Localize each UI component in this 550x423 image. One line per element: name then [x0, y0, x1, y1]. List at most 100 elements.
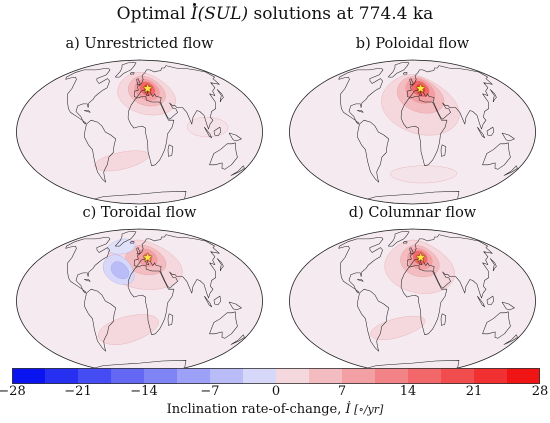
colorbar-label-symbol: İ	[345, 402, 351, 417]
coastline	[486, 295, 495, 306]
coastline	[84, 288, 116, 352]
contour-region	[94, 150, 150, 172]
globe-background	[16, 229, 263, 373]
coastline	[367, 360, 460, 369]
coastline	[84, 279, 91, 282]
coastline	[114, 231, 137, 247]
colorbar-band	[375, 368, 409, 384]
panel-title: c) Toroidal flow	[82, 205, 197, 221]
coastline	[402, 241, 408, 244]
coastline	[133, 234, 220, 299]
coastline	[136, 78, 141, 86]
coastline	[409, 78, 414, 86]
coastline	[65, 237, 111, 294]
colorbar-band	[144, 368, 178, 384]
coastline	[503, 334, 518, 345]
coastline	[204, 126, 212, 139]
coastline	[501, 301, 515, 311]
coastline	[167, 144, 174, 157]
site-star-icon	[142, 251, 154, 263]
coastline	[84, 119, 116, 183]
colorbar-band	[408, 368, 442, 384]
coastline	[387, 231, 410, 247]
coastline	[230, 334, 245, 345]
coastline	[482, 311, 511, 339]
coastline	[357, 279, 364, 282]
coastline	[94, 191, 187, 200]
colorbar-tick: −28	[0, 384, 26, 399]
coastline	[129, 241, 135, 244]
colorbar-tick: 0	[271, 384, 281, 399]
coastline	[367, 191, 460, 200]
title-symbol: I	[190, 3, 198, 24]
colorbar-band	[474, 368, 508, 384]
colorbar-tick: −14	[130, 384, 158, 399]
coastline	[136, 247, 141, 255]
globe-background	[289, 229, 536, 373]
colorbar-tick: 21	[465, 384, 483, 399]
contour-region	[110, 261, 130, 279]
colorbar-tick: 14	[399, 384, 417, 399]
coastline	[216, 258, 224, 272]
coastline	[387, 62, 410, 78]
colorbar-band	[210, 368, 244, 384]
colorbar-tick: −21	[64, 384, 92, 399]
coastline	[228, 132, 242, 142]
colorbar-band	[45, 368, 79, 384]
coastline	[406, 234, 493, 299]
contour-region	[107, 238, 136, 255]
coastline	[402, 72, 408, 75]
coastline	[357, 110, 364, 113]
panel-unrestricted: a) Unrestricted flow	[12, 36, 267, 211]
map-toroidal	[16, 228, 263, 374]
coastline	[440, 144, 447, 157]
coastline	[228, 301, 242, 311]
coastline	[477, 295, 485, 308]
map-columnar	[289, 228, 536, 374]
coastline	[133, 65, 220, 130]
colorbar-band	[276, 368, 310, 384]
map-poloidal	[289, 59, 536, 205]
colorbar-frame	[12, 368, 540, 384]
colorbar-band	[12, 368, 46, 384]
site-star-icon	[415, 251, 427, 263]
coastline	[204, 295, 212, 308]
coastline	[167, 313, 174, 326]
coastline	[482, 142, 511, 170]
colorbar-band	[507, 368, 540, 384]
colorbar-band	[441, 368, 475, 384]
coastline	[213, 126, 222, 137]
coastline	[209, 142, 238, 170]
coastline	[357, 119, 389, 183]
coastline	[409, 247, 414, 255]
colorbar-band	[309, 368, 343, 384]
colorbar-band	[177, 368, 211, 384]
coastline	[127, 96, 175, 166]
coastline	[489, 258, 497, 272]
coastline	[230, 165, 245, 176]
contour-region	[98, 314, 159, 345]
coastline	[338, 68, 384, 125]
coastline	[501, 132, 515, 142]
coastline	[400, 265, 448, 335]
coastline	[127, 265, 175, 335]
coastline	[486, 126, 495, 137]
colorbar-tick: −7	[200, 384, 220, 399]
coastline	[94, 360, 187, 369]
panel-poloidal: b) Poloidal flow	[285, 36, 540, 211]
contour-region	[390, 165, 458, 184]
coastline	[65, 68, 111, 125]
colorbar-band	[243, 368, 277, 384]
coastline	[357, 288, 389, 352]
panel-toroidal: c) Toroidal flow	[12, 205, 267, 380]
colorbar-label: Inclination rate-of-change, İ [∘/yr]	[166, 402, 384, 417]
title-arg: (SUL)	[197, 4, 249, 24]
coastline	[213, 295, 222, 306]
colorbar-band	[342, 368, 376, 384]
coastline	[440, 313, 447, 326]
contour-region	[370, 316, 426, 340]
colorbar-band	[78, 368, 112, 384]
globe-outline	[16, 59, 263, 205]
coastline	[338, 237, 384, 294]
coastline	[209, 311, 238, 339]
